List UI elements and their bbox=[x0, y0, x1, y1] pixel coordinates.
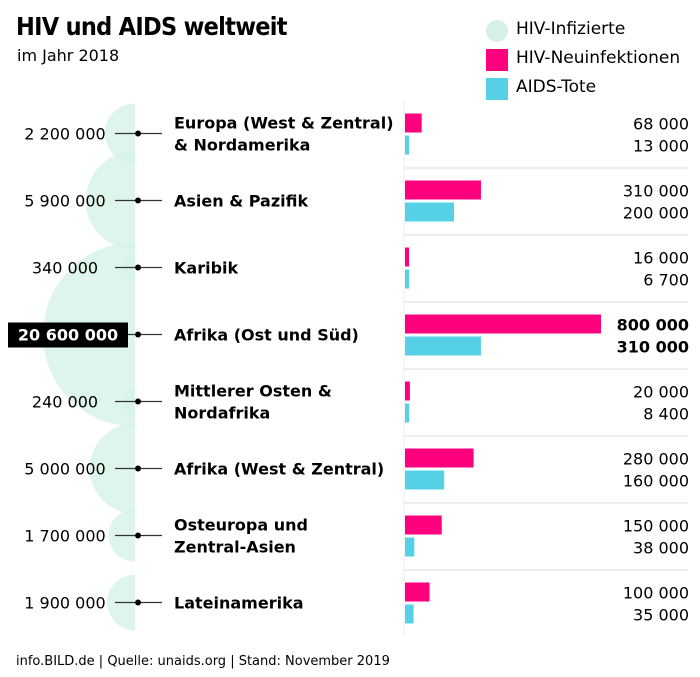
aids-deaths-bar bbox=[405, 537, 415, 557]
connector-dot bbox=[135, 398, 141, 405]
infected-value-label: 2 200 000 bbox=[24, 125, 105, 144]
source-footer: info.BILD.de | Quelle: unaids.org | Stan… bbox=[16, 654, 390, 669]
connector-dot bbox=[135, 130, 141, 137]
new-infections-value-label: 68 000 bbox=[633, 115, 689, 134]
category-label-line: Mittlerer Osten & bbox=[174, 382, 332, 401]
new-infections-bar bbox=[405, 381, 410, 401]
infected-value-label: 5 000 000 bbox=[24, 460, 105, 479]
aids-deaths-value-label: 160 000 bbox=[623, 472, 689, 491]
infected-value-label: 1 700 000 bbox=[24, 527, 105, 546]
new-infections-value-label: 150 000 bbox=[623, 517, 689, 536]
aids-deaths-value-label: 6 700 bbox=[643, 271, 689, 290]
aids-deaths-bar bbox=[405, 336, 481, 356]
legend-swatch-new-infections bbox=[486, 49, 508, 71]
category-label-line: Asien & Pazifik bbox=[174, 192, 308, 211]
connector-dot bbox=[135, 465, 141, 472]
chart-subtitle: im Jahr 2018 bbox=[17, 46, 120, 65]
aids-deaths-bar bbox=[405, 604, 414, 624]
chart-title: HIV und AIDS weltweit bbox=[16, 12, 288, 41]
infected-value-label: 20 600 000 bbox=[18, 326, 118, 345]
category-label: Lateinamerika bbox=[174, 594, 304, 613]
new-infections-bar bbox=[405, 247, 409, 267]
new-infections-value-label: 16 000 bbox=[633, 249, 689, 268]
infected-circles bbox=[43, 103, 135, 631]
aids-deaths-bar bbox=[405, 269, 409, 289]
category-label: Osteuropa und Zentral-Asien bbox=[174, 516, 308, 557]
aids-deaths-value-label: 200 000 bbox=[623, 204, 689, 223]
legend-swatch-aids-deaths bbox=[486, 78, 508, 100]
aids-deaths-bar bbox=[405, 403, 409, 423]
connector-dot bbox=[135, 264, 141, 271]
category-label-line: Zentral-Asien bbox=[174, 538, 296, 557]
new-infections-value-label: 280 000 bbox=[623, 450, 689, 469]
category-label-line: Europa (West & Zentral) bbox=[174, 114, 394, 133]
new-infections-value-label: 20 000 bbox=[633, 383, 689, 402]
infected-highlight-box bbox=[8, 322, 128, 348]
infected-value-label: 240 000 bbox=[32, 393, 98, 412]
aids-deaths-bar bbox=[405, 202, 454, 222]
category-label: Asien & Pazifik bbox=[174, 192, 308, 211]
aids-deaths-bar bbox=[405, 135, 409, 155]
new-infections-bar bbox=[405, 582, 430, 602]
aids-deaths-bar bbox=[405, 470, 445, 490]
infected-circle bbox=[89, 423, 135, 514]
category-label: Europa (West & Zentral) & Nordamerika bbox=[174, 114, 394, 155]
new-infections-value-label: 800 000 bbox=[617, 316, 689, 335]
connector-dot bbox=[135, 197, 141, 204]
category-label-line: Nordafrika bbox=[174, 404, 270, 423]
category-label: Karibik bbox=[174, 259, 239, 278]
connector-dot bbox=[135, 331, 141, 338]
category-label-line: Osteuropa und bbox=[174, 516, 308, 535]
aids-deaths-value-label: 13 000 bbox=[633, 137, 689, 156]
new-infections-bar bbox=[405, 448, 474, 468]
aids-deaths-value-label: 38 000 bbox=[633, 539, 689, 558]
legend-swatch-infected bbox=[486, 20, 508, 42]
new-infections-bar bbox=[405, 314, 601, 334]
new-infections-bar bbox=[405, 180, 481, 200]
category-label: Afrika (Ost und Süd) bbox=[174, 326, 359, 345]
category-label-line: Afrika (Ost und Süd) bbox=[174, 326, 359, 345]
connector-dot bbox=[135, 532, 141, 539]
new-infections-value-label: 310 000 bbox=[623, 182, 689, 201]
category-label: Mittlerer Osten & Nordafrika bbox=[174, 382, 332, 423]
aids-deaths-value-label: 310 000 bbox=[617, 338, 689, 357]
infected-value-label: 5 900 000 bbox=[24, 192, 105, 211]
category-label-line: & Nordamerika bbox=[174, 136, 310, 155]
infected-value-label: 340 000 bbox=[32, 259, 98, 278]
new-infections-bar bbox=[405, 515, 442, 535]
infected-value-label: 1 900 000 bbox=[24, 594, 105, 613]
category-label-line: Lateinamerika bbox=[174, 594, 304, 613]
category-label-line: Afrika (West & Zentral) bbox=[174, 460, 384, 479]
legend-label-infected: HIV-Infizierte bbox=[516, 19, 626, 39]
category-label-line: Karibik bbox=[174, 259, 239, 278]
new-infections-bar bbox=[405, 113, 422, 133]
connector-dot bbox=[135, 599, 141, 606]
legend-label-new-infections: HIV-Neuinfektionen bbox=[516, 48, 681, 68]
category-label: Afrika (West & Zentral) bbox=[174, 460, 384, 479]
infected-circle bbox=[85, 151, 135, 250]
aids-deaths-value-label: 8 400 bbox=[643, 405, 689, 424]
legend-label-aids-deaths: AIDS-Tote bbox=[516, 77, 597, 97]
new-infections-value-label: 100 000 bbox=[623, 584, 689, 603]
aids-deaths-value-label: 35 000 bbox=[633, 606, 689, 625]
